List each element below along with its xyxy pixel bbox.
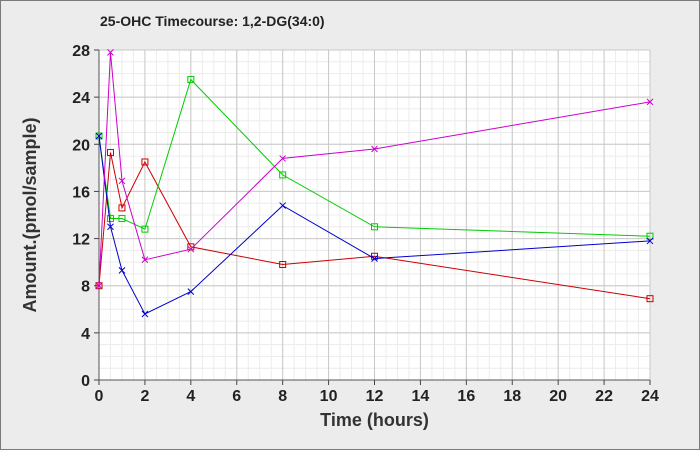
x-tick-label: 16 xyxy=(457,388,475,405)
data-point xyxy=(279,155,287,162)
x-axis-label: Time (hours) xyxy=(320,410,429,430)
data-point xyxy=(95,282,103,290)
y-tick-label: 24 xyxy=(72,90,90,107)
axes xyxy=(94,49,651,385)
data-point xyxy=(279,171,287,179)
y-tick-label: 28 xyxy=(72,43,90,60)
x-tick-label: 18 xyxy=(503,388,521,405)
data-point xyxy=(646,98,654,106)
y-axis-label: Amount.(pmol/sample) xyxy=(20,117,40,312)
data-point xyxy=(107,49,114,56)
data-point xyxy=(187,288,195,295)
y-tick-label: 16 xyxy=(72,184,90,201)
x-tick-label: 0 xyxy=(95,388,104,405)
x-tick-label: 6 xyxy=(232,388,241,405)
x-tick-label: 14 xyxy=(412,388,430,405)
x-tick-label: 8 xyxy=(278,388,287,405)
x-tick-label: 4 xyxy=(186,388,195,405)
x-tick-labels: 0 2 4 6 8 10 12 14 16 18 20 22 24 xyxy=(95,388,659,405)
x-tick-label: 10 xyxy=(320,388,338,405)
data-point xyxy=(106,215,114,223)
data-point xyxy=(141,256,149,264)
series-4 xyxy=(95,49,654,290)
data-point xyxy=(107,223,114,231)
y-tick-label: 20 xyxy=(72,137,90,154)
data-point xyxy=(279,261,287,268)
data-point xyxy=(106,149,114,157)
y-tick-label: 0 xyxy=(81,373,90,390)
data-point xyxy=(646,232,654,240)
series-2 xyxy=(95,75,654,240)
x-tick-label: 12 xyxy=(366,388,384,405)
series-group xyxy=(95,49,654,318)
data-point xyxy=(646,295,654,303)
data-point xyxy=(118,215,126,223)
data-point xyxy=(279,202,287,209)
data-point xyxy=(646,237,654,245)
major-grid xyxy=(98,49,651,381)
x-tick-label: 2 xyxy=(140,388,149,405)
data-point xyxy=(118,204,126,212)
x-tick-label: 20 xyxy=(549,388,567,405)
data-point xyxy=(371,255,378,262)
data-point xyxy=(371,145,378,153)
series-3 xyxy=(95,132,654,318)
series-line xyxy=(98,52,651,286)
data-point xyxy=(371,223,378,231)
data-point xyxy=(141,310,149,318)
chart-title: 25-OHC Timecourse: 1,2-DG(34:0) xyxy=(100,13,325,29)
data-point xyxy=(187,245,195,253)
data-point xyxy=(141,225,149,233)
x-tick-label: 22 xyxy=(595,388,613,405)
y-tick-label: 8 xyxy=(81,279,90,296)
series-line xyxy=(98,152,651,300)
x-tick-label: 24 xyxy=(641,388,659,405)
data-point xyxy=(187,75,195,83)
data-point xyxy=(95,132,103,140)
series-line xyxy=(98,135,651,315)
data-point xyxy=(118,267,126,274)
y-tick-label: 4 xyxy=(81,326,90,343)
y-tick-label: 12 xyxy=(72,232,90,249)
series-line xyxy=(98,78,651,237)
data-point xyxy=(141,158,149,166)
y-tick-labels: 0 4 8 12 16 20 24 28 xyxy=(72,43,90,390)
data-point xyxy=(118,177,126,185)
